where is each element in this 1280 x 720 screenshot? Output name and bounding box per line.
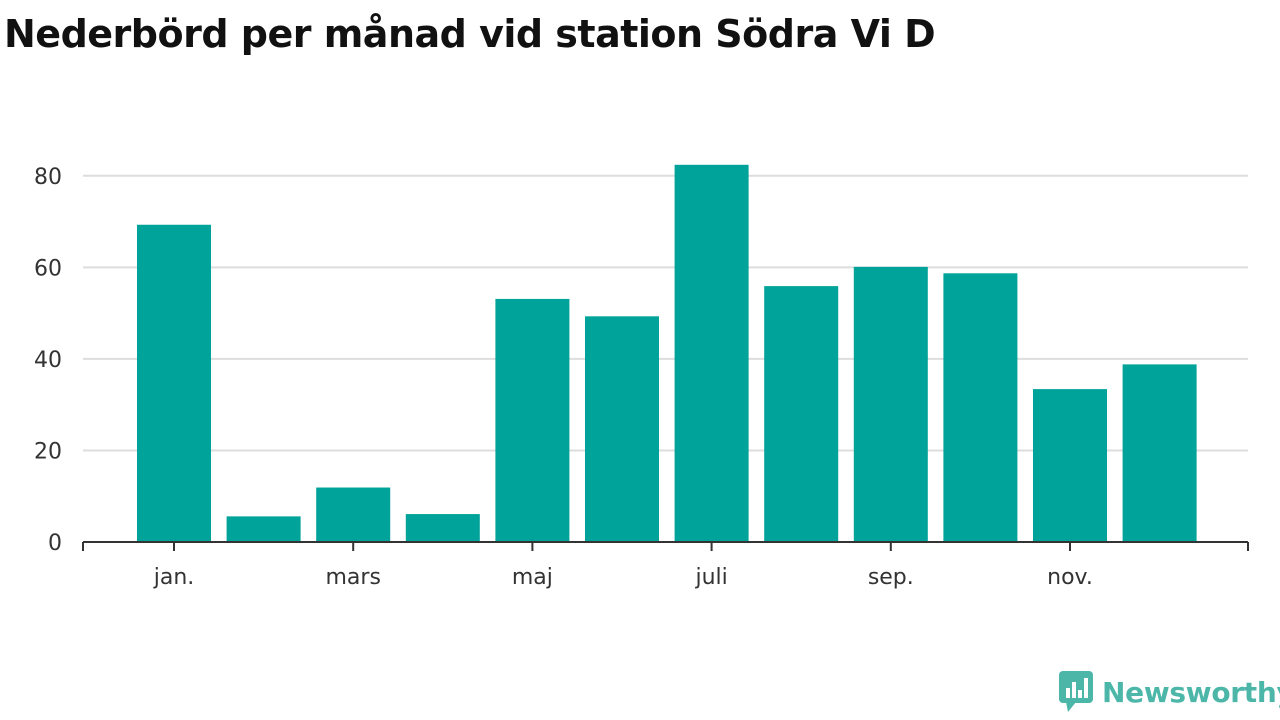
x-tick-label: mars [325, 565, 380, 590]
bar-nov [1033, 389, 1107, 542]
x-tick-label: jan. [153, 565, 195, 590]
y-tick-label: 60 [34, 256, 62, 281]
bar-dec [1122, 364, 1197, 542]
tick-labels: 0 20 40 60 80 jan. mars maj juli sep. nov. [34, 165, 1093, 590]
bar-okt [943, 273, 1018, 542]
bar-feb [226, 516, 301, 542]
y-tick-label: 0 [48, 531, 62, 556]
x-tick-label: juli [694, 565, 727, 590]
x-tick-label: nov. [1047, 565, 1093, 590]
newsworthy-chart-icon [1059, 671, 1093, 712]
bar-jan [137, 224, 211, 542]
x-tick-label: sep. [868, 565, 914, 590]
logo-text: Newsworthy [1102, 675, 1280, 709]
x-tick-label: maj [512, 565, 553, 590]
bars [137, 164, 1197, 542]
bar-juli [674, 164, 749, 542]
bar-aug [764, 286, 839, 542]
bar-mars [316, 487, 391, 542]
y-tick-label: 80 [34, 165, 62, 190]
y-tick-label: 40 [34, 348, 62, 373]
bar-sep [853, 266, 928, 542]
bar-apr [405, 514, 480, 542]
axes [82, 541, 1249, 551]
y-tick-label: 20 [34, 439, 62, 464]
newsworthy-logo: Newsworthy [1058, 670, 1280, 714]
bar-juni [585, 316, 659, 542]
bar-maj [495, 298, 570, 542]
chart-title: Nederbörd per månad vid station Södra Vi… [4, 12, 936, 56]
